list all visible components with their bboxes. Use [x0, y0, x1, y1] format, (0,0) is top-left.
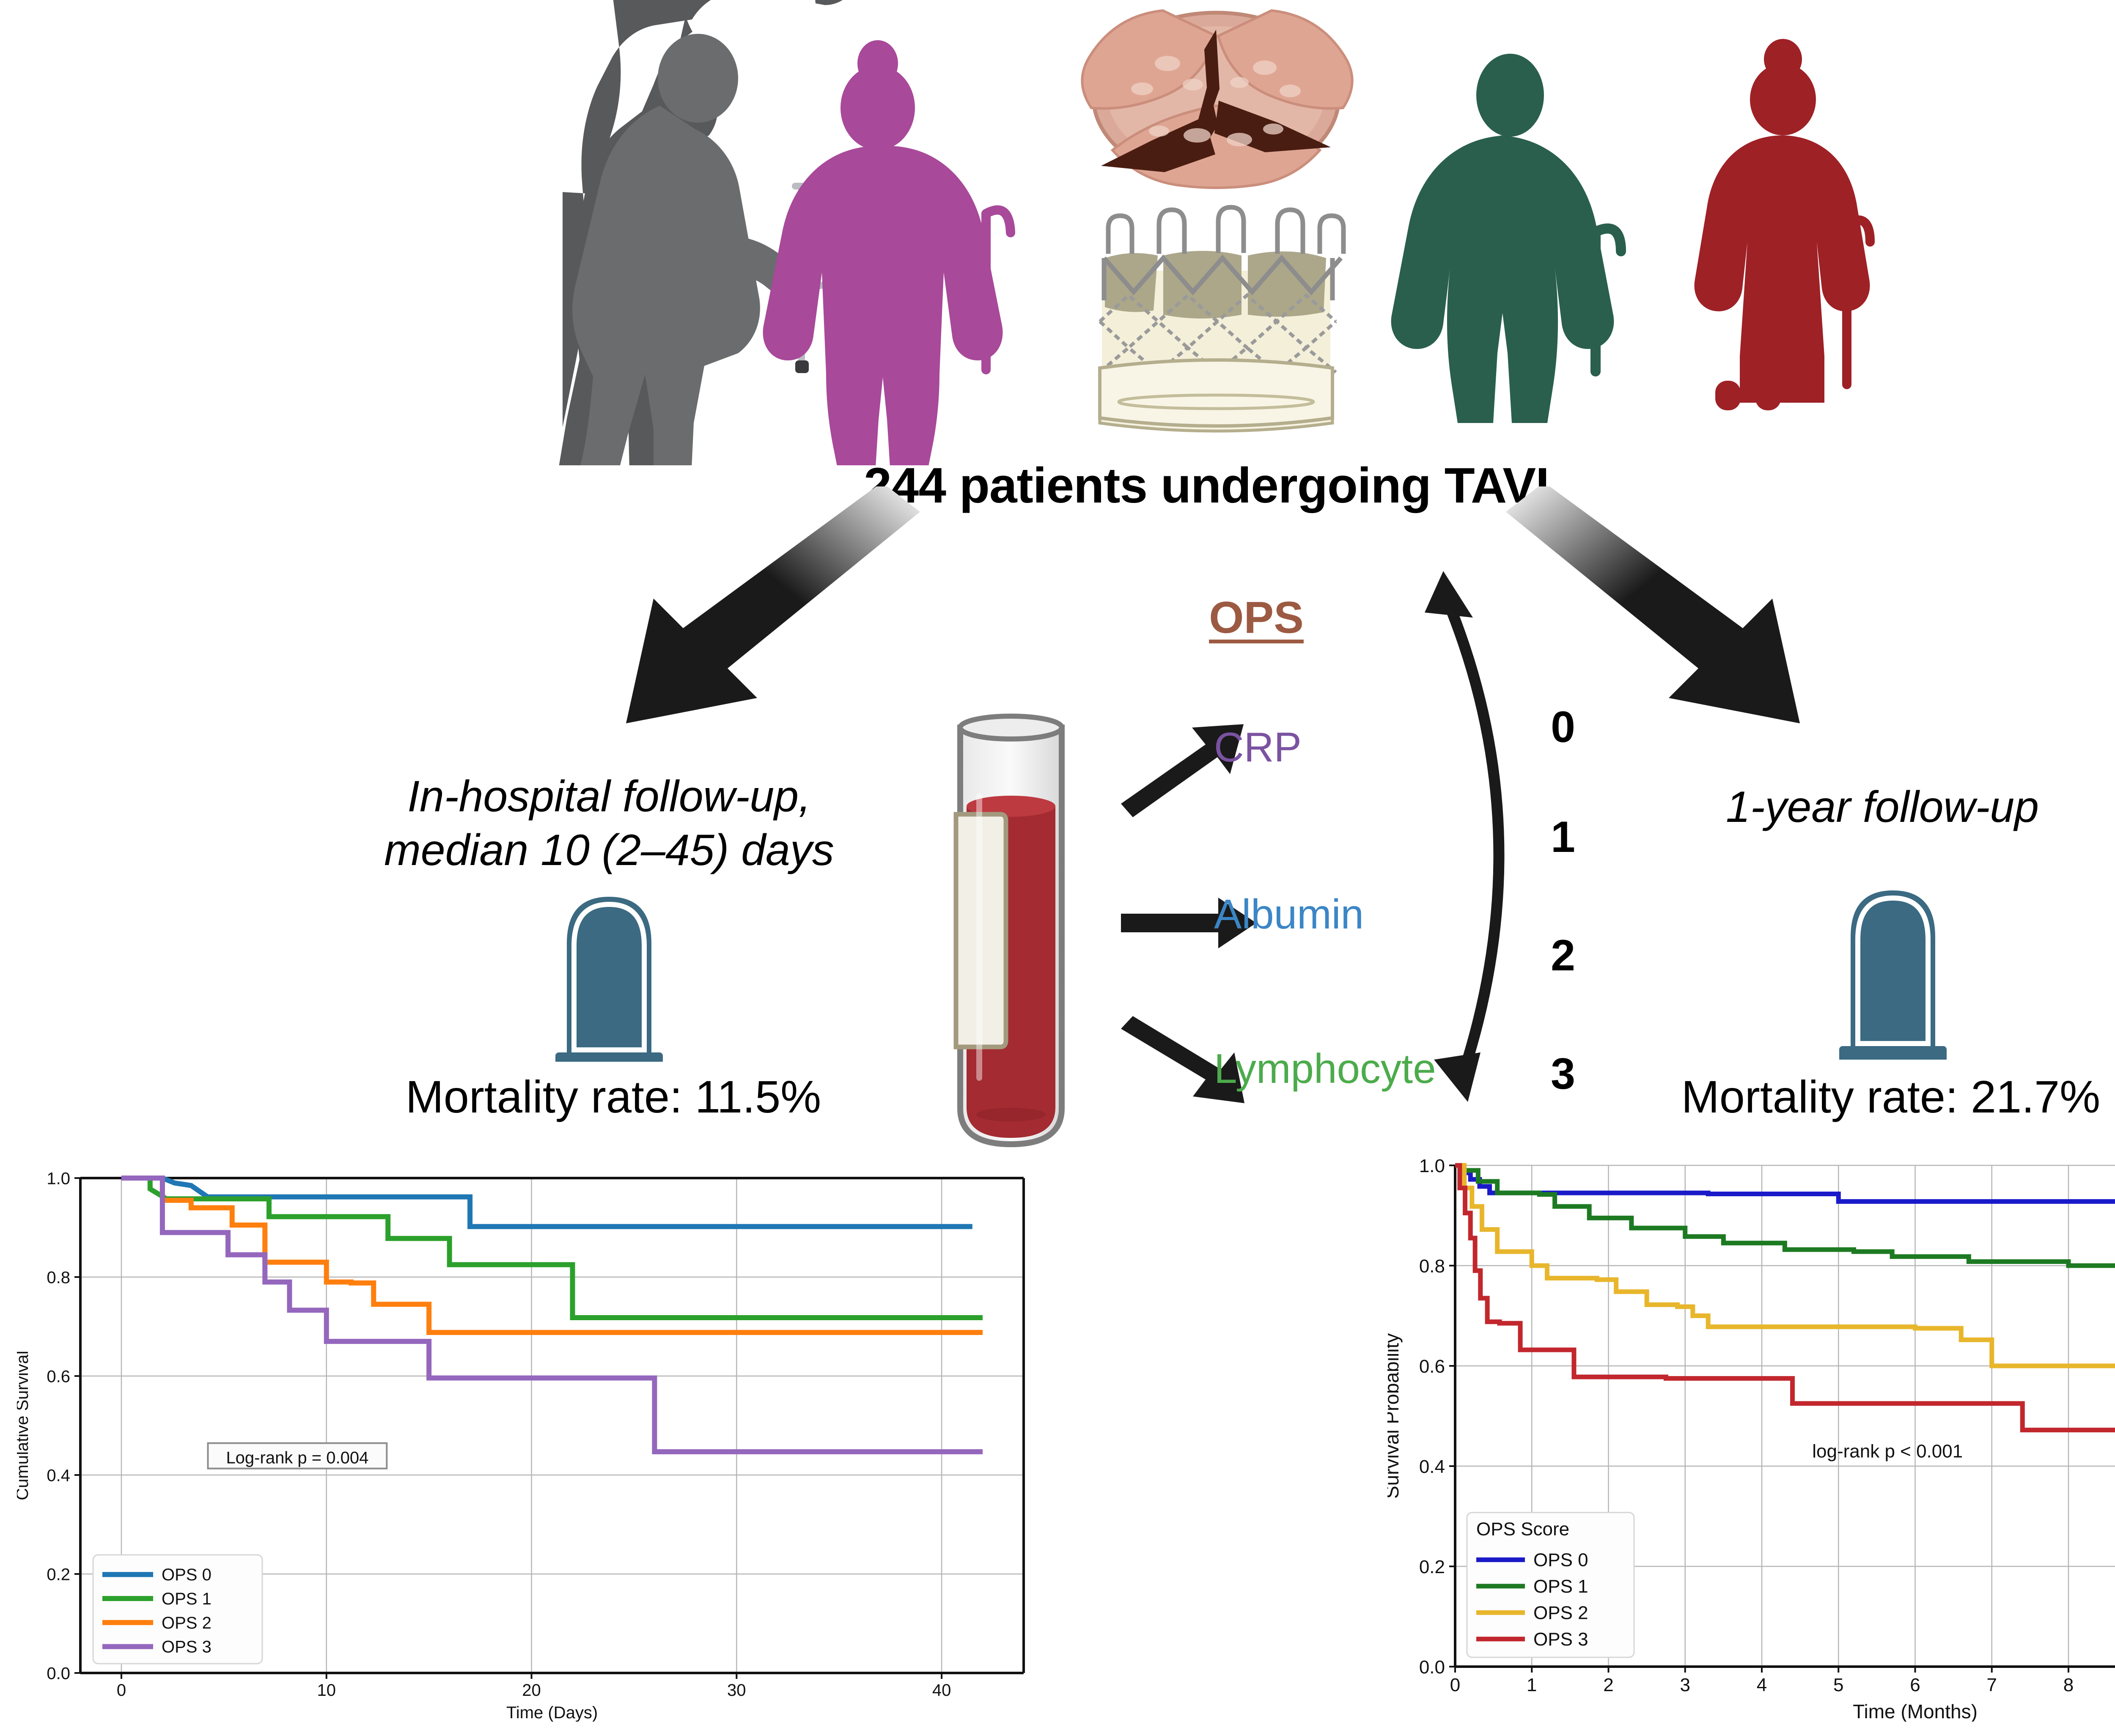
- ops-heading: OPS: [1209, 593, 1304, 643]
- blood-collection-tube-icon: [953, 714, 1065, 1148]
- one-year-followup-line1: 1-year follow-up: [1726, 783, 2039, 832]
- left-branch-arrow: [626, 486, 920, 723]
- legend-label: OPS 1: [1533, 1576, 1588, 1597]
- in-hospital-followup-line2: median 10 (2–45) days: [384, 825, 834, 875]
- x-axis-label: Time (Months): [1853, 1700, 1978, 1722]
- x-tick-label: 40: [932, 1681, 951, 1700]
- x-tick-label: 0: [1450, 1675, 1460, 1695]
- in-hospital-followup-line1: In-hospital follow-up,: [407, 772, 811, 821]
- y-tick-label: 0.2: [1419, 1557, 1445, 1577]
- legend-box: [92, 1554, 263, 1665]
- x-tick-label: 2: [1603, 1675, 1613, 1695]
- y-tick-label: 0.4: [47, 1466, 70, 1485]
- y-tick-label: 0.8: [47, 1268, 70, 1287]
- ops-score-0: 0: [1551, 703, 1575, 752]
- legend-label: OPS 2: [1533, 1603, 1588, 1623]
- arrowhead-down: [1434, 1052, 1480, 1102]
- one-year-followup-label: 1-year follow-up: [1607, 780, 2115, 834]
- elderly-woman-red-icon: [1694, 39, 1875, 410]
- x-tick-label: 3: [1680, 1675, 1690, 1695]
- study-title: 244 patients undergoing TAVI: [864, 458, 1549, 514]
- stenotic-aortic-valve-icon: [1081, 9, 1354, 189]
- x-tick-label: 4: [1757, 1675, 1767, 1695]
- x-tick-label: 1: [1527, 1675, 1537, 1695]
- ops-score-1: 1: [1551, 813, 1575, 862]
- in-hospital-km-svg: 0 10 20 30 40 0.0 0.2 0.4 0.6 0.8 1.0 Time (Days) Cu…: [17, 1169, 1025, 1722]
- x-tick-label: 5: [1833, 1675, 1843, 1695]
- y-tick-label: 0.6: [1419, 1356, 1445, 1377]
- km-curve-ops-0: [121, 1176, 972, 1229]
- biomarker-lymphocyte: Lymphocyte: [1214, 1045, 1436, 1092]
- km-curve-ops-3: [121, 1176, 983, 1455]
- y-tick-label: 1.0: [1419, 1156, 1445, 1176]
- logrank-annotation: Log-rank p = 0.004: [226, 1449, 368, 1467]
- x-tick-label: 6: [1910, 1675, 1920, 1695]
- biomarker-crp: CRP: [1214, 724, 1302, 770]
- tavi-stent-valve-icon: [1098, 205, 1346, 433]
- legend-label: OPS 3: [1533, 1629, 1588, 1650]
- legend-label: OPS 2: [162, 1614, 212, 1632]
- arrow-to-albumin: [1121, 898, 1256, 948]
- arrowhead-up: [1425, 571, 1473, 618]
- legend-label: OPS 0: [1533, 1550, 1588, 1571]
- tombstone-icon-right: [1839, 890, 1947, 1060]
- tombstone-icon-left: [555, 897, 663, 1062]
- in-hospital-followup-label: In-hospital follow-up, median 10 (2–45) …: [321, 770, 897, 877]
- elderly-person-green-icon: [1391, 54, 1626, 423]
- biomarker-albumin: Albumin: [1214, 891, 1364, 937]
- elderly-woman-purple-icon: [763, 40, 1015, 465]
- y-tick-label: 0.2: [47, 1565, 70, 1584]
- arrow-to-crp: [1121, 724, 1244, 817]
- km-curve-ops-1: [121, 1176, 983, 1320]
- y-tick-label: 0.4: [1419, 1456, 1445, 1477]
- km-curve-ops-1: [1455, 1163, 2115, 1268]
- arrow-to-lymphocyte: [1121, 1016, 1244, 1103]
- x-tick-label: 30: [727, 1681, 746, 1700]
- x-axis-label: Time (Days): [506, 1703, 598, 1722]
- ops-score-3: 3: [1551, 1049, 1575, 1099]
- in-hospital-km-chart: 0 10 20 30 40 0.0 0.2 0.4 0.6 0.8 1.0 Time (Days) Cu…: [17, 1155, 1041, 1722]
- y-tick-label: 0.6: [47, 1367, 70, 1386]
- y-tick-label: 0.0: [1419, 1657, 1445, 1678]
- ops-score-curved-arrow: [1425, 571, 1505, 1102]
- branch-arrows: [626, 486, 1800, 723]
- biomarker-arrows: [1121, 724, 1256, 1103]
- elderly-man-silhouette: [572, 34, 816, 465]
- right-branch-arrow: [1506, 486, 1800, 723]
- logrank-annotation: log-rank p < 0.001: [1812, 1441, 1963, 1461]
- legend-label: OPS 0: [162, 1566, 212, 1584]
- legend-label: OPS 3: [162, 1638, 212, 1656]
- y-axis-label: Cumulative Survival: [17, 1351, 32, 1500]
- x-tick-label: 20: [522, 1681, 541, 1700]
- y-tick-label: 1.0: [47, 1169, 70, 1188]
- x-tick-label: 7: [1987, 1675, 1997, 1695]
- km-curve-ops-3: [1455, 1163, 2115, 1433]
- x-tick-label: 0: [117, 1681, 126, 1700]
- legend-box: [1466, 1512, 1635, 1658]
- y-axis-label: Survival Probability: [1387, 1333, 1403, 1499]
- x-tick-label: 10: [317, 1681, 336, 1700]
- km-curve-ops-2: [121, 1176, 983, 1335]
- in-hospital-mortality-rate: Mortality rate: 11.5%: [405, 1071, 821, 1122]
- y-tick-label: 0.8: [1419, 1256, 1445, 1277]
- y-tick-label: 0.0: [47, 1664, 70, 1683]
- legend-title: OPS Score: [1476, 1519, 1569, 1540]
- x-tick-label: 8: [2063, 1675, 2074, 1695]
- ops-score-2: 2: [1551, 931, 1575, 980]
- illustration-band: [559, 0, 1875, 465]
- one-year-mortality-rate: Mortality rate: 21.7%: [1681, 1071, 2101, 1122]
- legend-label: OPS 1: [162, 1590, 212, 1608]
- annotation-box: [207, 1442, 388, 1470]
- km-curve-ops-2: [1455, 1163, 2115, 1368]
